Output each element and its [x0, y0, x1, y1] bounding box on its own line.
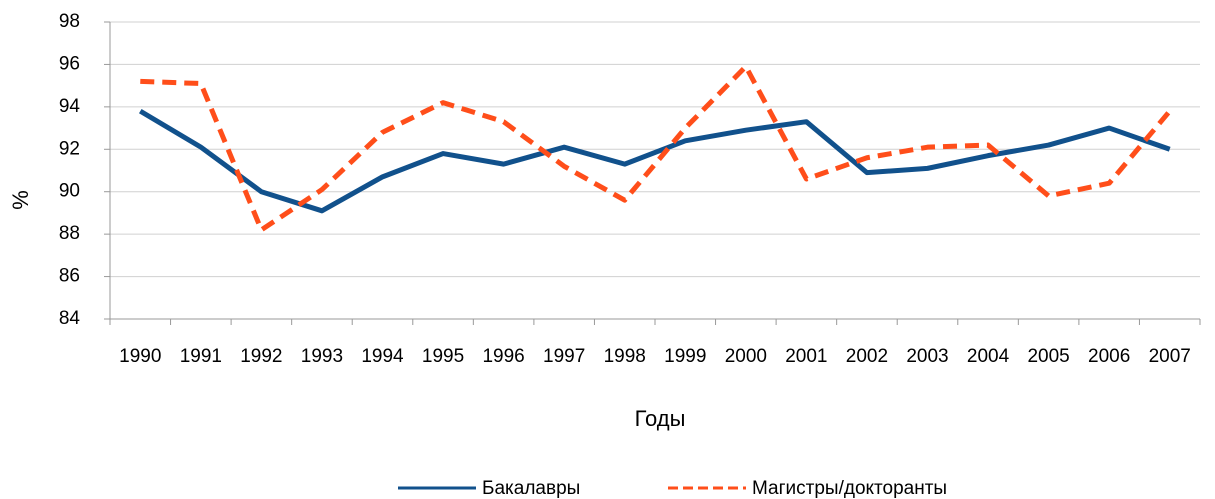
x-tick-label: 2004	[967, 346, 1010, 367]
x-tick-label: 2002	[846, 346, 888, 367]
x-tick-label: 1990	[119, 346, 161, 367]
x-tick-label: 1994	[361, 346, 404, 367]
x-tick-label: 2006	[1088, 346, 1130, 367]
x-tick-label: 1997	[543, 346, 585, 367]
y-tick-label: 96	[59, 53, 80, 74]
x-tick-label: 2001	[785, 346, 827, 367]
x-tick-label: 2005	[1027, 346, 1069, 367]
y-axis-label: %	[8, 190, 33, 210]
y-tick-label: 88	[59, 223, 80, 244]
y-tick-label: 90	[59, 181, 80, 202]
series-line	[140, 64, 1172, 233]
y-tick-label: 84	[59, 308, 81, 329]
y-tick-label: 92	[59, 138, 80, 159]
series-line	[138, 108, 1171, 214]
x-tick-label: 2000	[725, 346, 767, 367]
y-tick-label: 94	[59, 96, 81, 117]
y-tick-label: 98	[59, 11, 80, 32]
x-axis-label: Годы	[635, 406, 686, 431]
y-tick-label: 86	[59, 266, 80, 287]
x-tick-label: 1999	[664, 346, 706, 367]
legend-label: Бакалавры	[482, 478, 580, 499]
x-tick-label: 1993	[301, 346, 343, 367]
x-tick-label: 1995	[422, 346, 464, 367]
legend-label: Магистры/докторанты	[752, 478, 947, 499]
x-tick-label: 1996	[482, 346, 524, 367]
x-tick-label: 1991	[180, 346, 222, 367]
x-tick-label: 2003	[906, 346, 948, 367]
x-tick-label: 1992	[240, 346, 282, 367]
x-tick-label: 2007	[1149, 346, 1191, 367]
x-tick-label: 1998	[604, 346, 646, 367]
